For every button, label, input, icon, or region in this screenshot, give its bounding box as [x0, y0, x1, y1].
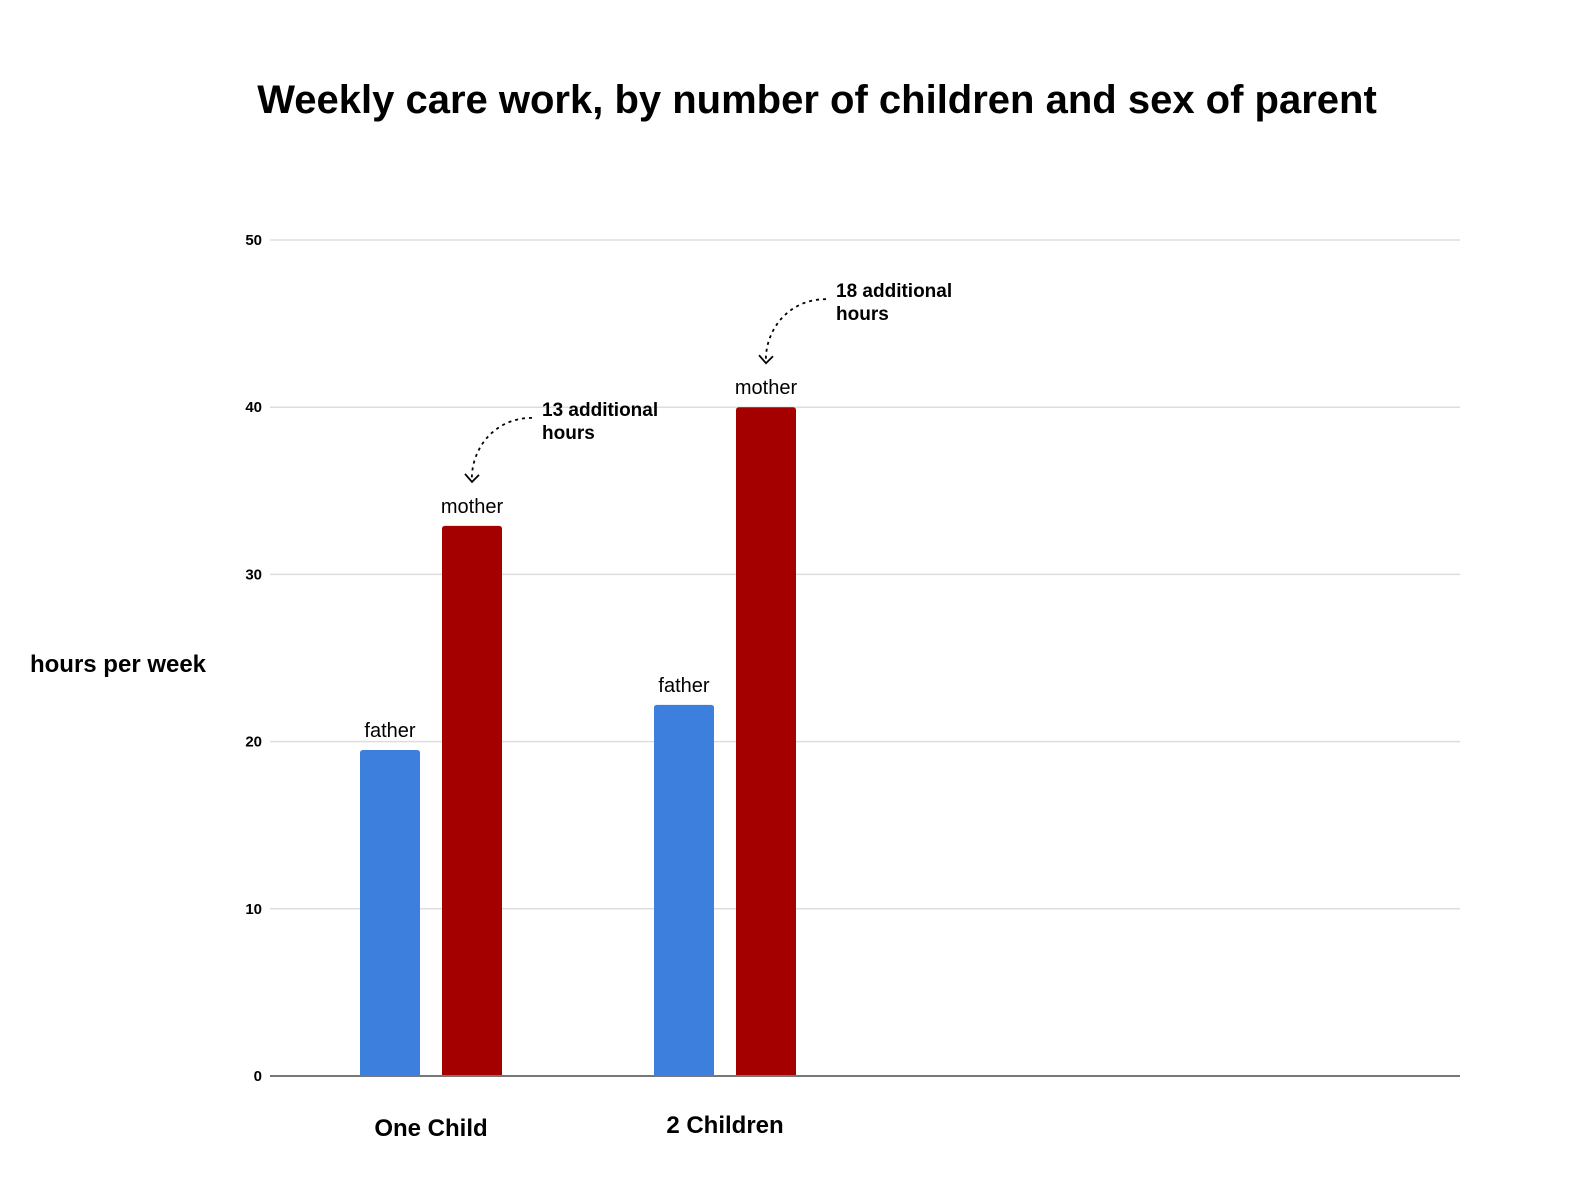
y-axis-ticks: 0 10 20 30 40 50: [245, 232, 262, 1085]
annotation-text: 13 additional: [542, 400, 658, 421]
bar-label-mother: mother: [735, 377, 798, 399]
x-axis-categories: One Child 2 Children: [374, 1112, 783, 1142]
bar-mother-0: [442, 525, 502, 1076]
y-tick-label: 50: [245, 232, 262, 249]
annotation-text: 18 additional: [836, 281, 952, 302]
bar-father-1: [654, 704, 714, 1076]
chart-title: Weekly care work, by number of children …: [257, 78, 1377, 122]
category-label: 2 Children: [666, 1112, 783, 1139]
bar-label-father: father: [364, 720, 415, 742]
bar-father-0: [360, 749, 420, 1076]
bar-label-father: father: [658, 675, 709, 697]
annotation-arrow: [471, 417, 533, 482]
y-tick-label: 40: [245, 399, 262, 416]
annotation-arrowhead: [464, 473, 480, 484]
y-axis-label: hours per week: [30, 651, 207, 678]
bar-label-mother: mother: [441, 496, 504, 518]
bar-mother-1: [736, 407, 796, 1076]
annotation-arrow: [765, 298, 827, 364]
y-tick-label: 10: [245, 901, 262, 918]
y-tick-label: 0: [254, 1068, 262, 1085]
annotation-text: hours: [542, 423, 595, 444]
annotation-text: hours: [836, 304, 889, 325]
annotation-arrowhead: [758, 354, 774, 365]
y-tick-label: 30: [245, 566, 262, 583]
category-label: One Child: [374, 1115, 487, 1142]
y-tick-label: 20: [245, 734, 262, 751]
bars: father mother father mother: [360, 377, 797, 1076]
